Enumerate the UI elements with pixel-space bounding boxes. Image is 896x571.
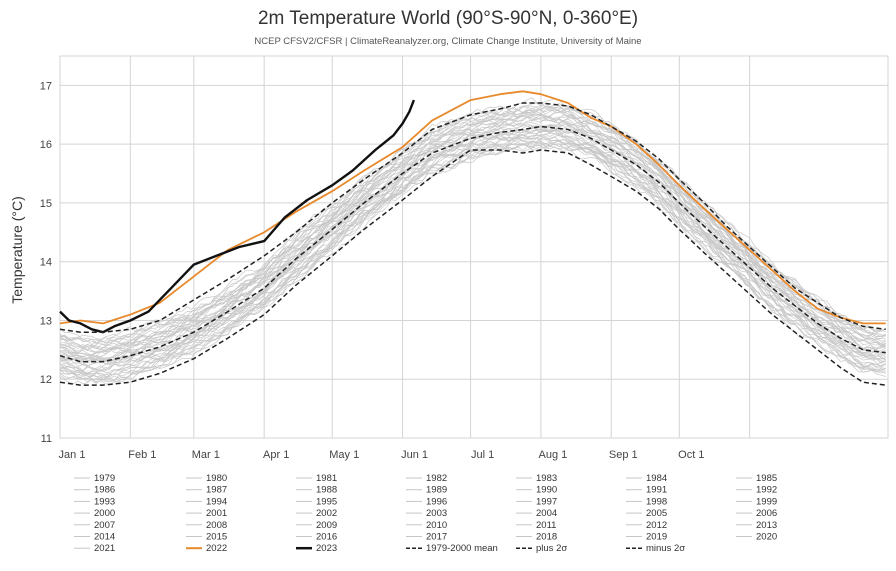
series-line-minus-2- <box>59 149 886 386</box>
chart-title: 2m Temperature World (90°S-90°N, 0-360°E… <box>258 8 638 29</box>
legend-label: 1994 <box>206 496 227 507</box>
y-tick-label: 17 <box>40 80 52 92</box>
legend-label: 1979-2000 mean <box>426 543 498 554</box>
x-tick-label: Aug 1 <box>539 449 568 461</box>
legend-label: 2001 <box>206 508 227 519</box>
legend-label: 1985 <box>756 473 777 484</box>
x-tick-label: Feb 1 <box>128 449 156 461</box>
legend-label: 1983 <box>536 473 557 484</box>
legend-label: 1990 <box>536 485 557 496</box>
legend-label: 1995 <box>316 496 337 507</box>
series-line-1983 <box>59 139 886 383</box>
legend-label: 2022 <box>206 543 227 554</box>
legend-label: 2019 <box>646 532 667 543</box>
x-tick-label: Mar 1 <box>192 449 220 461</box>
legend-label: 2018 <box>536 532 557 543</box>
legend-label: 1989 <box>426 485 447 496</box>
series-line-2023 <box>59 99 416 334</box>
x-tick-label: May 1 <box>329 449 359 461</box>
series-line-2017 <box>59 105 886 346</box>
legend: 1979 1980 1981 1982 1983 1984 1985 1986 1987 1988… <box>74 473 777 554</box>
legend-label: plus 2σ <box>536 543 567 554</box>
legend-label: 2003 <box>426 508 447 519</box>
series-line-1979-2000-mean <box>59 125 886 363</box>
legend-label: 1992 <box>756 485 777 496</box>
series-line-2016 <box>59 106 886 344</box>
y-tick-label: 13 <box>40 315 52 327</box>
legend-label: 1988 <box>316 485 337 496</box>
legend-label: 2002 <box>316 508 337 519</box>
legend-label: 2021 <box>94 543 115 554</box>
legend-label: 1982 <box>426 473 447 484</box>
plot-area: 11 12 13 14 15 16 17 Jan 1 Feb 1 Mar 1 Apr 1 May 1 J… <box>40 55 889 461</box>
legend-label: 2008 <box>206 520 227 531</box>
series-line-2022 <box>59 90 886 325</box>
y-tick-label: 14 <box>40 257 52 269</box>
series-line-1999 <box>59 123 886 364</box>
legend-label: 1984 <box>646 473 667 484</box>
series-line-2019 <box>59 104 886 344</box>
legend-label: 2013 <box>756 520 777 531</box>
series-line-1993 <box>59 133 886 371</box>
legend-label: 2010 <box>426 520 447 531</box>
series-line-2006 <box>59 113 886 359</box>
y-axis-label: Temperature (°C) <box>9 196 25 304</box>
x-tick-label: Apr 1 <box>263 449 289 461</box>
legend-label: 2009 <box>316 520 337 531</box>
series-line-2005 <box>59 115 886 361</box>
y-tick-label: 16 <box>40 139 52 151</box>
legend-label: 2023 <box>316 543 337 554</box>
series-line-2008 <box>59 115 886 357</box>
series-line-2001 <box>59 122 886 365</box>
legend-label: 1999 <box>756 496 777 507</box>
legend-label: 1998 <box>646 496 667 507</box>
series-line-1990 <box>59 129 886 376</box>
legend-label: 2004 <box>536 508 557 519</box>
series-line-2018 <box>59 105 886 350</box>
legend-label: 1987 <box>206 485 227 496</box>
plot-frame <box>59 55 889 439</box>
legend-label: 2015 <box>206 532 227 543</box>
legend-label: 2012 <box>646 520 667 531</box>
legend-label: 2016 <box>316 532 337 543</box>
legend-label: 2017 <box>426 532 447 543</box>
legend-label: 1980 <box>206 473 227 484</box>
legend-label: 1996 <box>426 496 447 507</box>
series-line-2021 <box>59 97 886 341</box>
series-line-2002 <box>59 121 886 363</box>
legend-label: 2007 <box>94 520 115 531</box>
legend-label: 1986 <box>94 485 115 496</box>
legend-label: 2000 <box>94 508 115 519</box>
legend-label: 2005 <box>646 508 667 519</box>
y-tick-label: 15 <box>40 198 52 210</box>
legend-label: 1993 <box>94 496 115 507</box>
y-tick-label: 11 <box>41 433 52 445</box>
series-line-2014 <box>59 109 886 350</box>
legend-label: 2014 <box>94 532 115 543</box>
legend-label: 1979 <box>94 473 115 484</box>
legend-label: minus 2σ <box>646 543 685 554</box>
legend-label: 2006 <box>756 508 777 519</box>
chart-subtitle: NCEP CFSV2/CFSR | ClimateReanalyzer.org,… <box>254 36 641 47</box>
series-line-2020 <box>59 102 886 341</box>
series-line-2013 <box>59 106 886 351</box>
legend-label: 1981 <box>316 473 337 484</box>
x-tick-label: Jun 1 <box>401 449 428 461</box>
x-tick-label: Jul 1 <box>471 449 494 461</box>
series-line-1985 <box>59 136 886 380</box>
x-tick-label: Oct 1 <box>678 449 704 461</box>
x-tick-label: Sep 1 <box>609 449 638 461</box>
x-tick-label: Jan 1 <box>59 449 86 461</box>
y-tick-label: 12 <box>40 374 52 386</box>
series-line-plus-2- <box>59 102 886 333</box>
legend-label: 2020 <box>756 532 777 543</box>
legend-label: 1991 <box>646 485 667 496</box>
legend-label: 1997 <box>536 496 557 507</box>
series-line-2011 <box>59 109 886 353</box>
legend-label: 2011 <box>536 520 556 531</box>
